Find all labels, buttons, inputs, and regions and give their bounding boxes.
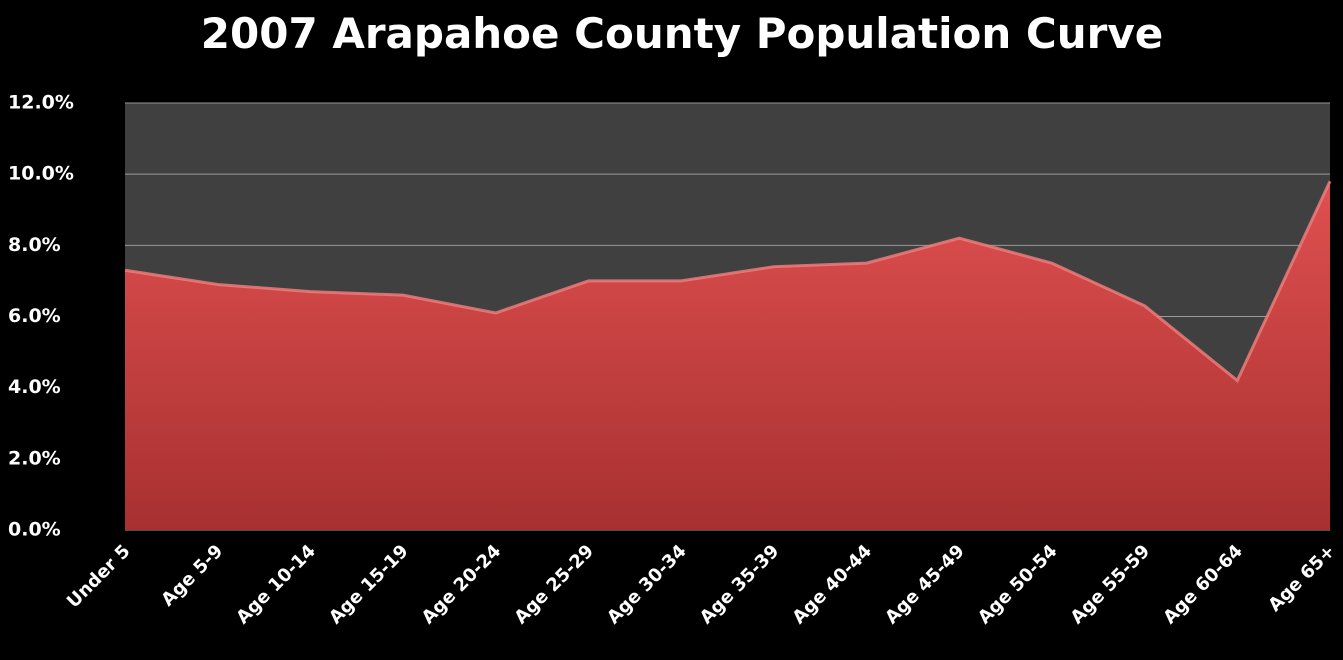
x-tick-label: Age 65+: [1264, 541, 1339, 616]
x-tick-label: Age 60-64: [1159, 541, 1247, 629]
x-tick-label: Age 30-34: [603, 541, 691, 629]
area-edge: [124, 180, 1332, 383]
y-tick-label: 4.0%: [8, 376, 61, 398]
x-tick-label: Age 50-54: [974, 541, 1062, 629]
y-tick-label: 0.0%: [8, 519, 61, 541]
x-tick-label: Age 5-9: [157, 541, 227, 611]
y-tick-label: 12.0%: [8, 92, 74, 114]
x-tick-label: Under 5: [63, 541, 135, 613]
x-tick-label: Age 45-49: [881, 541, 969, 629]
x-tick-label: Age 10-14: [232, 541, 320, 629]
x-tick-label: Age 35-39: [696, 541, 784, 629]
x-tick-label: Age 40-44: [788, 541, 876, 629]
x-tick-label: Age 55-59: [1067, 541, 1155, 629]
x-tick-label: Age 15-19: [325, 541, 413, 629]
y-tick-label: 8.0%: [8, 234, 61, 256]
area: [125, 181, 1330, 531]
y-tick-label: 6.0%: [8, 305, 61, 327]
y-tick-label: 2.0%: [8, 447, 61, 469]
x-tick-label: Age 25-29: [510, 541, 598, 629]
chart-title: 2007 Arapahoe County Population Curve: [201, 9, 1163, 58]
y-tick-label: 10.0%: [8, 163, 74, 185]
x-tick-label: Age 20-24: [418, 541, 506, 629]
